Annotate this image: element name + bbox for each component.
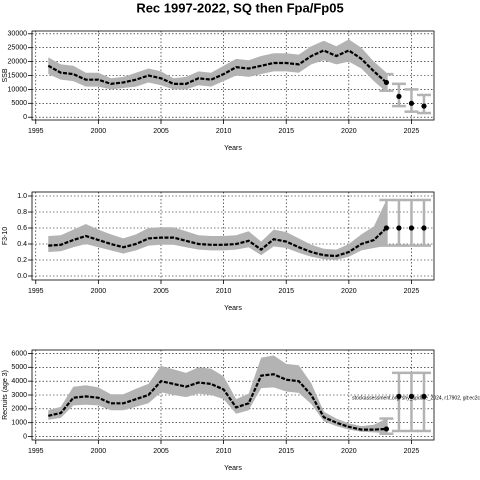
x-tick-label: 1995 bbox=[28, 128, 44, 135]
projection-point bbox=[383, 79, 390, 86]
projection-point bbox=[396, 93, 402, 99]
x-tick-label: 2000 bbox=[91, 128, 107, 135]
x-tick-label: 2025 bbox=[404, 448, 420, 455]
y-tick-label: 2000 bbox=[11, 406, 27, 413]
confidence-band bbox=[48, 200, 387, 260]
y-tick-label: 1.0 bbox=[17, 193, 27, 200]
y-tick-label: 0 bbox=[23, 433, 27, 440]
y-tick-label: 0.4 bbox=[17, 241, 27, 248]
x-tick-label: 2000 bbox=[91, 448, 107, 455]
x-tick-label: 2000 bbox=[91, 288, 107, 295]
x-axis-label: Years bbox=[224, 305, 242, 312]
x-tick-label: 2015 bbox=[278, 288, 294, 295]
x-tick-label: 2025 bbox=[404, 128, 420, 135]
projection-point bbox=[408, 393, 415, 399]
y-tick-label: 5000 bbox=[11, 364, 27, 371]
x-tick-label: 2010 bbox=[216, 128, 232, 135]
x-tick-label: 2020 bbox=[341, 448, 357, 455]
estimate-line bbox=[47, 49, 388, 85]
projection-point bbox=[421, 393, 427, 399]
x-tick-label: 2015 bbox=[278, 128, 294, 135]
y-tick-label: 5000 bbox=[11, 100, 27, 107]
x-tick-label: 2015 bbox=[278, 448, 294, 455]
estimate-line bbox=[48, 227, 388, 258]
projection-point bbox=[383, 426, 390, 432]
x-tick-label: 2005 bbox=[153, 448, 169, 455]
confidence-band bbox=[48, 39, 387, 93]
y-tick-label: 1000 bbox=[11, 420, 27, 427]
y-tick-label: 0.0 bbox=[17, 273, 27, 280]
y-axis-label: SSB bbox=[2, 68, 9, 82]
x-tick-label: 2020 bbox=[341, 128, 357, 135]
projection-point bbox=[421, 225, 427, 231]
y-tick-label: 20000 bbox=[8, 58, 28, 65]
y-tick-label: 25000 bbox=[8, 45, 28, 52]
y-tick-label: 0.6 bbox=[17, 225, 27, 232]
projection-point bbox=[383, 225, 390, 231]
projection-point bbox=[408, 225, 415, 231]
y-axis-label: Recruits (age 3) bbox=[2, 370, 9, 420]
y-axis-label: F3-10 bbox=[2, 227, 9, 245]
y-tick-label: 4000 bbox=[11, 378, 27, 385]
x-axis-label: Years bbox=[224, 145, 242, 152]
y-tick-label: 0 bbox=[23, 114, 27, 121]
x-tick-label: 2010 bbox=[216, 288, 232, 295]
projection-point bbox=[408, 100, 415, 106]
x-tick-label: 2005 bbox=[153, 128, 169, 135]
annotation: stockassessment.org, shy_update_2024, r1… bbox=[352, 396, 480, 402]
x-tick-label: 2020 bbox=[341, 288, 357, 295]
plot-frame bbox=[31, 191, 435, 281]
y-tick-label: 3000 bbox=[11, 392, 27, 399]
x-tick-label: 2010 bbox=[216, 448, 232, 455]
chart-title: Rec 1997-2022, SQ then Fpa/Fp05 bbox=[136, 0, 343, 15]
projection-point bbox=[396, 225, 402, 231]
y-tick-label: 30000 bbox=[8, 31, 28, 38]
x-tick-label: 2005 bbox=[153, 288, 169, 295]
y-tick-label: 15000 bbox=[8, 72, 28, 79]
y-tick-label: 0.2 bbox=[17, 257, 27, 264]
y-tick-label: 0.8 bbox=[17, 209, 27, 216]
y-tick-label: 6000 bbox=[11, 350, 27, 357]
x-axis-label: Years bbox=[224, 465, 242, 472]
x-tick-label: 1995 bbox=[28, 288, 44, 295]
estimate-line bbox=[48, 373, 387, 431]
projection-point bbox=[396, 393, 402, 399]
projection-point bbox=[421, 103, 427, 109]
confidence-band bbox=[48, 355, 387, 434]
x-tick-label: 1995 bbox=[28, 448, 44, 455]
x-tick-label: 2025 bbox=[404, 288, 420, 295]
y-tick-label: 10000 bbox=[8, 86, 28, 93]
